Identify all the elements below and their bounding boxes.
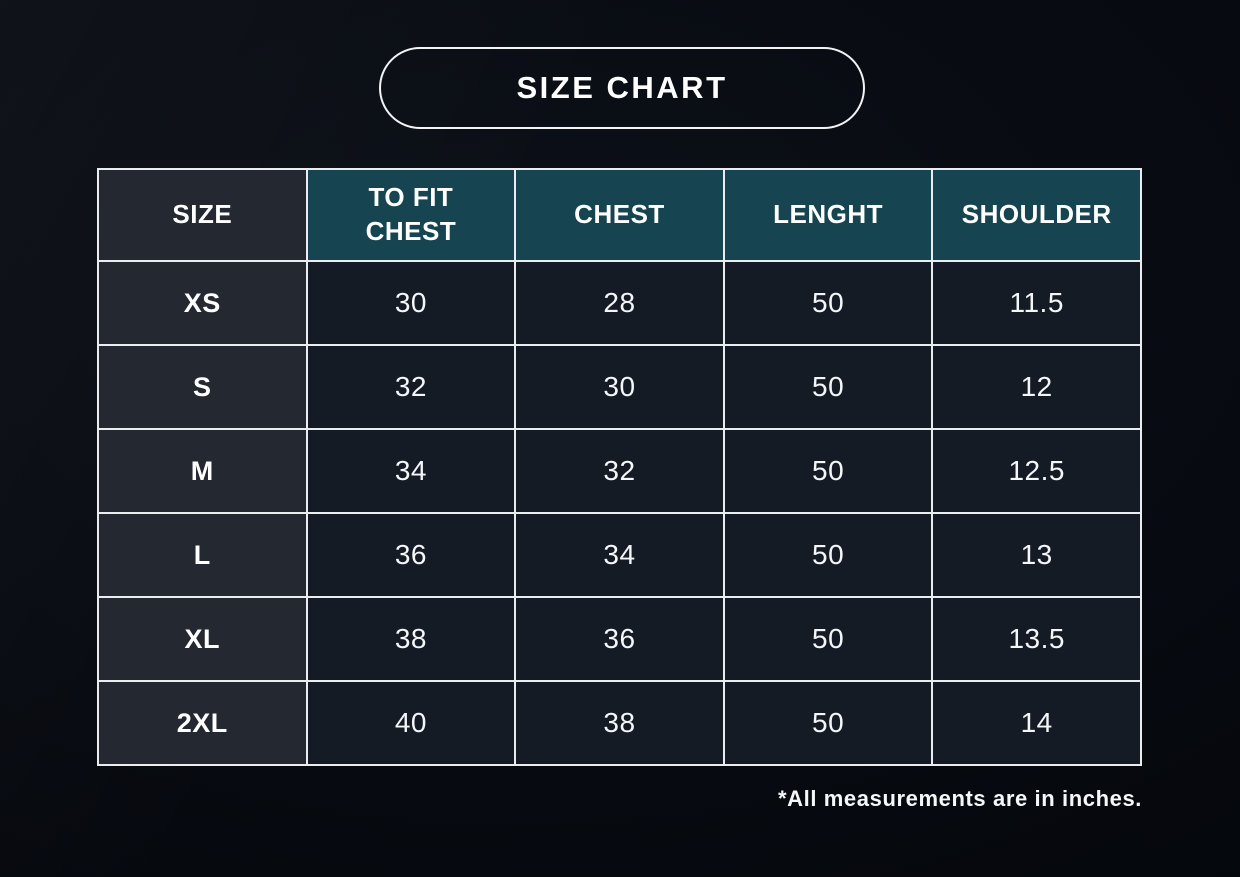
page-title: SIZE CHART — [516, 70, 728, 105]
table-row-l: L 36 34 50 13 — [97, 512, 1142, 598]
cell-value: 34 — [514, 512, 725, 598]
table-header: SIZE TO FIT CHEST CHEST LENGHT SHOULDER — [97, 168, 1142, 262]
cell-value: 36 — [305, 512, 517, 598]
cell-value: 32 — [514, 428, 725, 514]
table-row-m: M 34 32 50 12.5 — [97, 428, 1142, 514]
cell-value: 11.5 — [931, 260, 1142, 346]
table-row-xl: XL 38 36 50 13.5 — [97, 596, 1142, 682]
size-chart-title-pill: SIZE CHART — [379, 47, 865, 129]
cell-value: 36 — [514, 596, 725, 682]
cell-value: 38 — [514, 680, 725, 766]
cell-value: 12 — [931, 344, 1142, 430]
size-label: XS — [97, 260, 308, 346]
header-row: SIZE TO FIT CHEST CHEST LENGHT SHOULDER — [97, 168, 1142, 262]
cell-value: 28 — [514, 260, 725, 346]
column-header-size: SIZE — [97, 168, 308, 262]
cell-value: 13 — [931, 512, 1142, 598]
cell-value: 50 — [722, 680, 934, 766]
size-label: XL — [97, 596, 308, 682]
table-row-xs: XS 30 28 50 11.5 — [97, 260, 1142, 346]
column-header-lenght: LENGHT — [722, 168, 934, 262]
cell-value: 50 — [722, 344, 934, 430]
cell-value: 30 — [514, 344, 725, 430]
cell-value: 13.5 — [931, 596, 1142, 682]
cell-value: 38 — [305, 596, 517, 682]
cell-value: 34 — [305, 428, 517, 514]
column-header-to-fit-chest: TO FIT CHEST — [305, 168, 517, 262]
cell-value: 50 — [722, 428, 934, 514]
column-header-chest: CHEST — [514, 168, 725, 262]
column-header-shoulder: SHOULDER — [931, 168, 1142, 262]
size-label: 2XL — [97, 680, 308, 766]
cell-value: 50 — [722, 512, 934, 598]
measurements-footnote: *All measurements are in inches. — [777, 786, 1142, 811]
size-label: L — [97, 512, 308, 598]
table-body: XS 30 28 50 11.5 S 32 30 50 12 M 34 32 5… — [97, 260, 1142, 766]
cell-value: 32 — [305, 344, 517, 430]
cell-value: 14 — [931, 680, 1142, 766]
size-label: S — [97, 344, 308, 430]
table-row-2xl: 2XL 40 38 50 14 — [97, 680, 1142, 766]
cell-value: 40 — [305, 680, 517, 766]
cell-value: 12.5 — [931, 428, 1142, 514]
cell-value: 50 — [722, 260, 934, 346]
table-row-s: S 32 30 50 12 — [97, 344, 1142, 430]
size-chart-table: SIZE TO FIT CHEST CHEST LENGHT SHOULDER … — [97, 168, 1142, 766]
cell-value: 50 — [722, 596, 934, 682]
cell-value: 30 — [305, 260, 517, 346]
size-label: M — [97, 428, 308, 514]
